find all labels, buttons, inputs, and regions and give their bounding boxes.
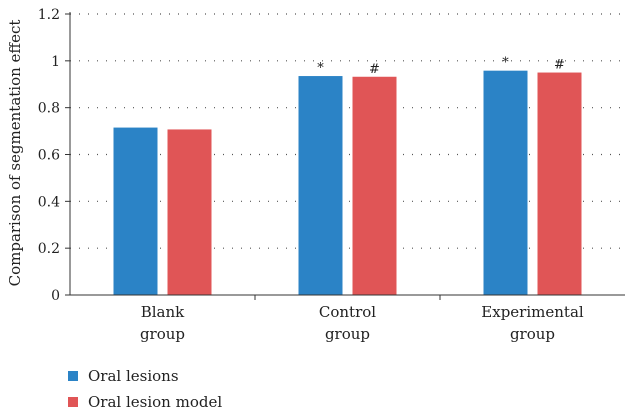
legend-label: Oral lesion model: [88, 393, 222, 411]
legend-swatch: [68, 397, 78, 407]
bar-annotation: #: [369, 62, 380, 77]
bar: [537, 72, 582, 296]
bar: [483, 70, 528, 295]
bar: [298, 76, 343, 295]
bar: [113, 127, 158, 295]
tick-labels: 0 0.2 0.4 0.6 0.8 1 1.2 Blank group Control group E…: [38, 7, 584, 343]
bar-annotation: #: [554, 58, 565, 73]
y-tick-label: 0.4: [38, 194, 60, 210]
bar: [352, 76, 397, 295]
y-tick-label: 0.2: [38, 241, 60, 257]
x-tick-label: Experimental group: [481, 303, 584, 343]
bar-annotations: * # * #: [317, 56, 565, 77]
legend-label: Oral lesions: [88, 367, 179, 385]
legend: Oral lesions Oral lesion model: [68, 367, 222, 411]
bar-annotation: *: [502, 56, 509, 71]
x-tick-label: Control group: [319, 303, 376, 343]
legend-swatch: [68, 371, 78, 381]
y-axis-label: Comparison of segmentation effect: [6, 20, 24, 287]
bars: [113, 70, 582, 296]
x-tick-label: Blank group: [140, 303, 185, 343]
y-tick-label: 1.2: [38, 7, 60, 23]
y-tick-label: 0: [51, 288, 60, 304]
bar: [167, 129, 212, 295]
axes: [65, 12, 625, 300]
y-tick-label: 0.8: [38, 101, 60, 117]
y-tick-label: 0.6: [38, 148, 60, 164]
bar-annotation: *: [317, 61, 324, 76]
y-tick-label: 1: [51, 54, 60, 70]
